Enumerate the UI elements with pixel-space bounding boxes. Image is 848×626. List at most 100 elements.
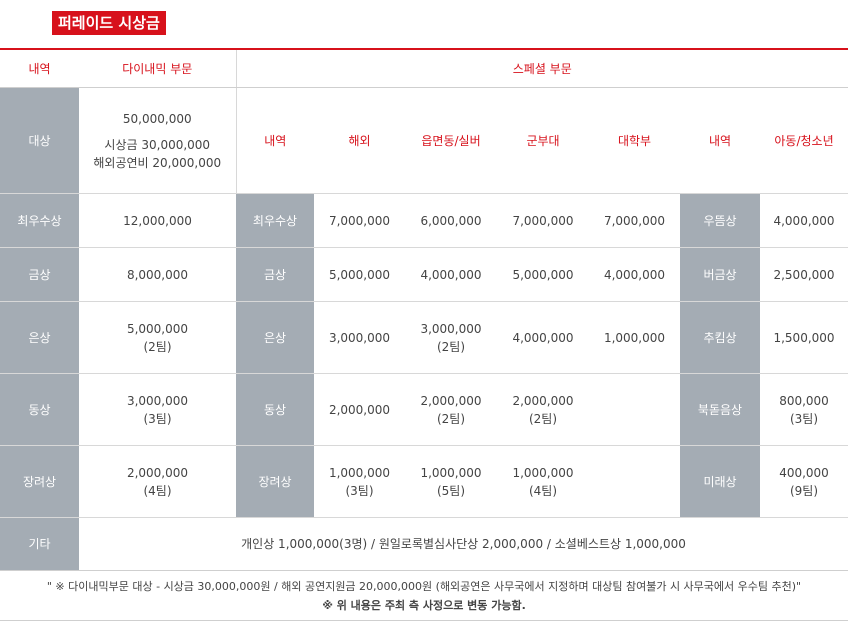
- note-line2: ※ 위 내용은 주최 측 사정으로 변동 가능함.: [322, 599, 526, 612]
- dynamic-value: (2팀): [143, 339, 172, 354]
- military-value: 2,000,000: [512, 393, 574, 408]
- military-value: 5,000,000: [512, 267, 574, 282]
- page-title: 퍼레이드 시상금: [52, 11, 166, 35]
- rural-cell: 3,000,000 (2팀): [405, 301, 497, 374]
- youth-value: (9팀): [789, 483, 819, 498]
- university-cell: [589, 373, 680, 446]
- row-label: 동상: [0, 373, 79, 446]
- rural-value: (5팀): [436, 483, 466, 498]
- subheader: 군부대: [497, 87, 589, 194]
- overseas-value: 2,000,000: [328, 402, 391, 417]
- overseas-value: (3팀): [345, 483, 374, 498]
- other-text: 개인상 1,000,000(3명) / 원일로록별심사단상 2,000,000 …: [79, 517, 848, 571]
- subheader: 읍면동/실버: [405, 87, 497, 194]
- row-label: 장려상: [0, 445, 79, 518]
- youth-cell: 2,500,000: [760, 247, 848, 302]
- military-cell: 4,000,000: [497, 301, 589, 374]
- youth-value: 4,000,000: [773, 213, 835, 228]
- overseas-cell: 2,000,000: [314, 373, 405, 446]
- youth-cell: 800,000 (3팀): [760, 373, 848, 446]
- table-row: 최우수상 12,000,000 최우수상 7,000,000 6,000,000 7,00…: [0, 193, 848, 248]
- row-label: 대상: [0, 87, 79, 194]
- rural-value: (2팀): [436, 411, 466, 426]
- youth-row-label: 미래상: [680, 445, 760, 518]
- military-value: 7,000,000: [512, 213, 574, 228]
- military-value: (2팀): [528, 411, 558, 426]
- youth-value: (3팀): [789, 411, 819, 426]
- university-cell: 7,000,000: [589, 193, 680, 248]
- youth-cell: 1,500,000: [760, 301, 848, 374]
- youth-row-label: 추킴상: [680, 301, 760, 374]
- table-row: 장려상 2,000,000 (4팀) 장려상 1,000,000 (3팀) 1,000,00…: [0, 445, 848, 518]
- military-cell: 2,000,000 (2팀): [497, 373, 589, 446]
- subheader: 내역: [235, 87, 314, 194]
- youth-value: 400,000: [779, 465, 829, 480]
- youth-value: 800,000: [779, 393, 829, 408]
- other-row: 기타 개인상 1,000,000(3명) / 원일로록별심사단상 2,000,0…: [0, 517, 848, 571]
- dynamic-value: (3팀): [143, 411, 172, 426]
- row-label: 은상: [0, 301, 79, 374]
- table-header-row: 내역 다이내믹 부문 스페셜 부문: [0, 48, 848, 88]
- row-label: 최우수상: [0, 193, 79, 248]
- youth-cell: 4,000,000: [760, 193, 848, 248]
- overseas-cell: 1,000,000 (3팀): [314, 445, 405, 518]
- university-value: 7,000,000: [603, 213, 666, 228]
- grand-prize-line1: 시상금 30,000,000: [104, 137, 211, 152]
- grand-prize-line2: 해외공연비 20,000,000: [93, 155, 222, 170]
- rural-value: 6,000,000: [420, 213, 482, 228]
- special-row-label: 동상: [236, 373, 314, 446]
- rural-cell: 2,000,000 (2팀): [405, 373, 497, 446]
- dynamic-value: 8,000,000: [126, 267, 189, 282]
- subheader: 해외: [314, 87, 405, 194]
- military-value: 4,000,000: [512, 330, 574, 345]
- subheader: 대학부: [589, 87, 680, 194]
- header-category: 내역: [0, 48, 79, 88]
- university-cell: [589, 445, 680, 518]
- special-row-label: 금상: [236, 247, 314, 302]
- military-cell: 7,000,000: [497, 193, 589, 248]
- overseas-cell: 5,000,000: [314, 247, 405, 302]
- rural-value: (2팀): [436, 339, 466, 354]
- table-row: 금상 8,000,000 금상 5,000,000 4,000,000 5,000,000…: [0, 247, 848, 302]
- rural-value: 2,000,000: [420, 393, 482, 408]
- university-value: 1,000,000: [603, 330, 666, 345]
- special-row-label: 최우수상: [236, 193, 314, 248]
- dynamic-cell: 12,000,000: [79, 193, 236, 248]
- prize-table: 내역 다이내믹 부문 스페셜 부문 대상 50,000,000 시상금 30,0…: [0, 48, 848, 571]
- special-row-label: 장려상: [236, 445, 314, 518]
- youth-row-label: 버금상: [680, 247, 760, 302]
- rural-value: 4,000,000: [420, 267, 482, 282]
- rural-value: 1,000,000: [420, 465, 482, 480]
- rural-cell: 1,000,000 (5팀): [405, 445, 497, 518]
- table-row: 동상 3,000,000 (3팀) 동상 2,000,000 2,000,000 (2팀) 2…: [0, 373, 848, 446]
- dynamic-cell: 3,000,000 (3팀): [79, 373, 236, 446]
- overseas-cell: 3,000,000: [314, 301, 405, 374]
- notes: " ※ 다이내믹부문 대상 - 시상금 30,000,000원 / 해외 공연지…: [0, 570, 848, 615]
- subheader: 아동/청소년: [760, 87, 848, 194]
- overseas-cell: 7,000,000: [314, 193, 405, 248]
- row-label: 금상: [0, 247, 79, 302]
- youth-value: 1,500,000: [773, 330, 835, 345]
- prize-rows: 최우수상 12,000,000 최우수상 7,000,000 6,000,000 7,00…: [0, 193, 848, 518]
- grand-prize-amount: 50,000,000 시상금 30,000,000 해외공연비 20,000,0…: [79, 87, 236, 194]
- title-area: 퍼레이드 시상금: [52, 11, 166, 35]
- dynamic-value: 3,000,000: [126, 393, 189, 408]
- dynamic-value: (4팀): [143, 483, 172, 498]
- university-value: 4,000,000: [603, 267, 666, 282]
- dynamic-cell: 5,000,000 (2팀): [79, 301, 236, 374]
- dynamic-value: 12,000,000: [123, 213, 192, 228]
- grand-prize-row: 대상 50,000,000 시상금 30,000,000 해외공연비 20,00…: [0, 87, 848, 194]
- row-label: 기타: [0, 517, 79, 571]
- youth-value: 2,500,000: [773, 267, 835, 282]
- dynamic-value: 2,000,000: [126, 465, 189, 480]
- table-row: 은상 5,000,000 (2팀) 은상 3,000,000 3,000,000 (2팀) 4…: [0, 301, 848, 374]
- youth-row-label: 우뜸상: [680, 193, 760, 248]
- military-value: (4팀): [528, 483, 558, 498]
- university-cell: 4,000,000: [589, 247, 680, 302]
- rural-cell: 6,000,000: [405, 193, 497, 248]
- youth-row-label: 북돋음상: [680, 373, 760, 446]
- rural-cell: 4,000,000: [405, 247, 497, 302]
- military-cell: 1,000,000 (4팀): [497, 445, 589, 518]
- dynamic-cell: 8,000,000: [79, 247, 236, 302]
- bottom-divider: [0, 620, 848, 621]
